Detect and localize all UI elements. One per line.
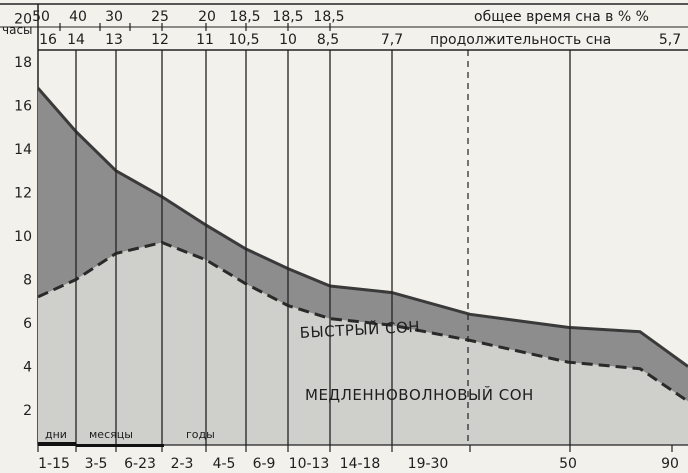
top-row-value: 20 [198, 9, 216, 25]
second-row-value: 12 [151, 32, 169, 48]
second-row-value: 14 [67, 32, 85, 48]
top-row-value: 40 [69, 9, 87, 25]
y-tick-label: 10 [14, 229, 32, 245]
y-tick-label: 6 [23, 316, 32, 332]
top-row-value: 25 [151, 9, 169, 25]
y-tick-label: 4 [23, 360, 32, 376]
period-days-label: дни [45, 428, 67, 441]
second-row-value: 5,7 [659, 32, 681, 48]
second-row-value: 10 [279, 32, 297, 48]
y-tick-label: 20 [14, 12, 32, 28]
x-tick-label: 14-18 [340, 456, 381, 472]
x-tick-label: 90 [661, 456, 679, 472]
nrem-area [38, 242, 688, 445]
x-tick-label: 1-15 [38, 456, 70, 472]
top-row-value: 18,5 [272, 9, 303, 25]
period-months-label: месяцы [89, 428, 133, 441]
nrem-area-label: МЕДЛЕННОВОЛНОВЫЙ СОН [305, 385, 534, 404]
second-row-value: 13 [105, 32, 123, 48]
x-tick-label: 50 [559, 456, 577, 472]
top-row-value: 50 [32, 9, 50, 25]
x-tick-label: 19-30 [408, 456, 449, 472]
second-row-value: 10,5 [228, 32, 259, 48]
y-tick-label: 12 [14, 186, 32, 202]
x-tick-label: 3-5 [85, 456, 108, 472]
y-tick-label: 16 [14, 99, 32, 115]
x-tick-label: 4-5 [213, 456, 236, 472]
y-tick-label: 8 [23, 273, 32, 289]
second-row-caption: продолжительность сна [430, 32, 611, 48]
y-tick-label: 18 [14, 55, 32, 71]
period-years-label: годы [186, 428, 215, 441]
top-row-value: 18,5 [313, 9, 344, 25]
top-row-value: 30 [105, 9, 123, 25]
second-row-value: 16 [39, 32, 57, 48]
y-tick-label: 14 [14, 142, 32, 158]
top-row-caption: общее время сна в % % [474, 9, 649, 25]
period-band-days [38, 442, 76, 446]
second-row-value: 11 [196, 32, 214, 48]
x-tick-label: 10-13 [289, 456, 330, 472]
second-row-value: 7,7 [381, 32, 403, 48]
x-tick-label: 2-3 [171, 456, 194, 472]
x-tick-label: 6-9 [253, 456, 276, 472]
second-row-value: 8,5 [317, 32, 339, 48]
x-tick-label: 6-23 [124, 456, 156, 472]
top-row-value: 18,5 [229, 9, 260, 25]
y-tick-label: 2 [23, 403, 32, 419]
y-axis-label: часы [2, 23, 33, 37]
period-band-months [76, 444, 164, 447]
